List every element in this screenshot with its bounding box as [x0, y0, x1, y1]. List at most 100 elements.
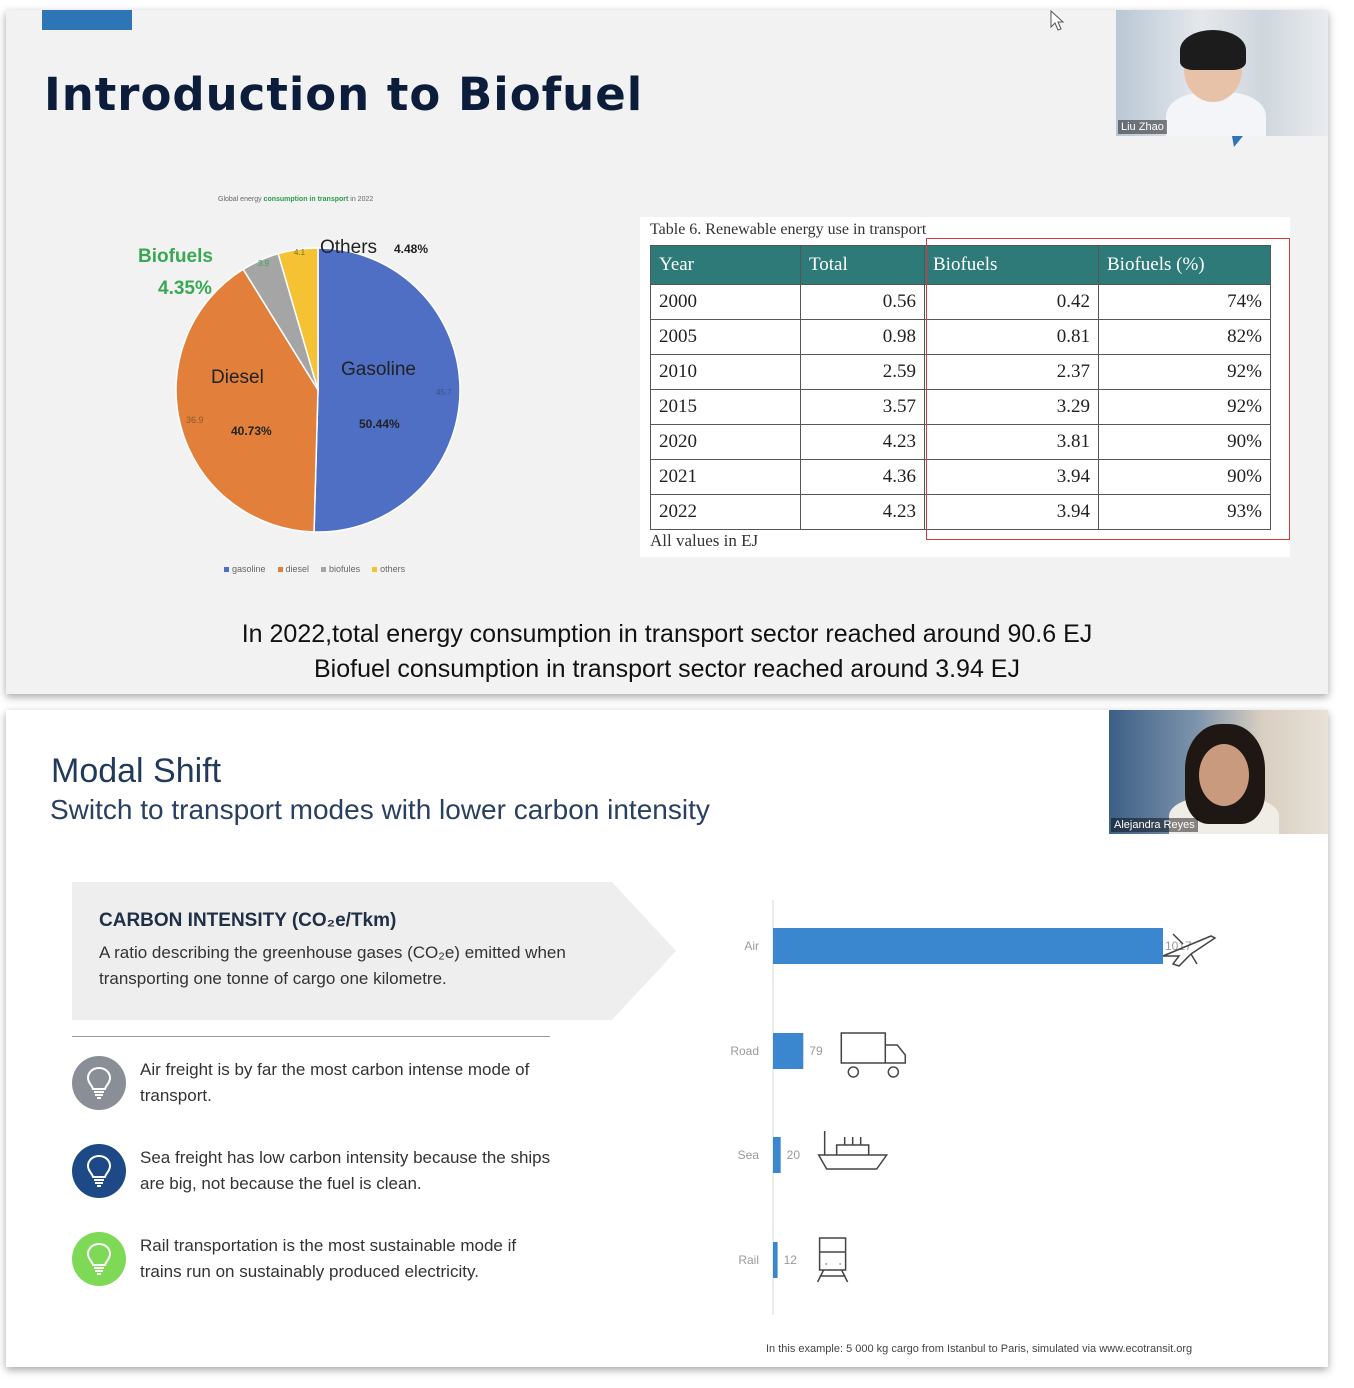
- bar-category-label: Road: [730, 1044, 759, 1058]
- table-row: 2005 0.98 0.81 82%: [650, 319, 1271, 355]
- airplane-icon: [1162, 933, 1217, 967]
- bar-rail: [773, 1242, 778, 1278]
- tip-text: Sea freight has low carbon intensity bec…: [140, 1148, 551, 1193]
- table-header-biofuels: Biofuels: [924, 245, 1099, 285]
- table-cell: 0.98: [800, 319, 925, 355]
- pie-chart-caption: Global energy consumption in transport i…: [218, 196, 374, 203]
- table-cell: 2005: [650, 319, 801, 355]
- legend-item-diesel: diesel: [277, 564, 309, 574]
- webcam-name-label: Alejandra Reyes: [1111, 818, 1198, 832]
- pie-value-biofuels: 3.9: [258, 259, 270, 268]
- highlight-box: [926, 238, 1290, 540]
- bar-sea: [773, 1137, 781, 1173]
- pie-chart: [175, 247, 461, 533]
- pie-value-others: 4.1: [294, 248, 306, 257]
- table-cell: 2022: [650, 494, 801, 530]
- table-caption: Table 6. Renewable energy use in transpo…: [650, 221, 927, 238]
- table-cell: 2020: [650, 424, 801, 460]
- bar-value-label: 1017: [1165, 939, 1192, 953]
- tip-text: Rail transportation is the most sustaina…: [140, 1236, 517, 1281]
- table-cell: 2015: [650, 389, 801, 425]
- pie-value-diesel: 36.9: [186, 415, 204, 425]
- divider: [72, 1036, 550, 1037]
- bar-category-label: Air: [744, 939, 759, 953]
- carbon-intensity-bar-chart: Air 1017 Road 79 Sea 20 Rail 12: [730, 900, 1217, 1315]
- pie-legend: gasoline diesel biofules others: [224, 564, 405, 574]
- bar-road: [773, 1033, 804, 1069]
- legend-item-others: others: [372, 564, 405, 574]
- webcam-name-label: Liu Zhao: [1118, 120, 1167, 134]
- bar-value-label: 79: [809, 1044, 823, 1058]
- table-cell: 4.23: [800, 424, 925, 460]
- lightbulb-icon: [72, 1232, 126, 1286]
- table-note: All values in EJ: [650, 531, 759, 550]
- ship-icon: [817, 1131, 889, 1170]
- pie-label-biofuels: Biofuels: [138, 246, 213, 267]
- lightbulb-icon: [72, 1056, 126, 1110]
- renewable-energy-table: Year Total Biofuels Biofuels (%) 2000 0.5…: [650, 245, 1271, 530]
- slide-title: Modal Shift: [51, 752, 222, 790]
- table-cell: 3.57: [800, 389, 925, 425]
- webcam-tile[interactable]: Alejandra Reyes: [1109, 710, 1328, 834]
- table-header-year: Year: [650, 245, 801, 285]
- table-cell: 2021: [650, 459, 801, 495]
- webcam-tile[interactable]: Liu Zhao: [1116, 10, 1328, 136]
- bar-air: [773, 928, 1163, 964]
- pie-label-biofuels-pct: 4.35%: [158, 278, 212, 299]
- tip-air-freight: Air freight is by far the most carbon in…: [72, 1056, 562, 1112]
- carbon-intensity-definition: A ratio describing the greenhouse gases …: [99, 943, 566, 988]
- pie-slice-gasoline: [313, 247, 461, 533]
- legend-item-gasoline: gasoline: [224, 564, 266, 574]
- tip-sea-freight: Sea freight has low carbon intensity bec…: [72, 1144, 562, 1200]
- table-cell: 2010: [650, 354, 801, 390]
- webcam-person-hair: [1180, 30, 1246, 70]
- bar-value-label: 20: [787, 1148, 801, 1162]
- table-cell: 0.42: [924, 284, 1099, 320]
- carbon-intensity-heading: CARBON INTENSITY (CO₂e/Tkm): [99, 910, 397, 931]
- summary-line-total: In 2022,total energy consumption in tran…: [241, 620, 1093, 648]
- pie-label-others: Others: [320, 237, 378, 258]
- footnote: In this example: 5 000 kg cargo from Ist…: [766, 1343, 1193, 1355]
- table-cell: 0.56: [800, 284, 925, 320]
- slide-introduction-to-biofuel: Introduction to Biofuel Liu Zhao Global …: [6, 10, 1328, 694]
- pie-slice-others: [277, 247, 319, 391]
- table-cell: 3.94: [924, 494, 1099, 530]
- pie-label-gasoline: Gasoline: [341, 359, 416, 380]
- lightbulb-icon: [72, 1144, 126, 1198]
- table-row: 2015 3.57 3.29 92%: [650, 389, 1271, 425]
- pie-label-diesel-pct: 40.73%: [231, 424, 272, 438]
- pie-label-gasoline-pct: 50.44%: [359, 417, 400, 431]
- table-cell: 90%: [1098, 424, 1271, 460]
- table-row: 2022 4.23 3.94 93%: [650, 494, 1271, 530]
- bar-category-label: Sea: [738, 1148, 760, 1162]
- train-icon: [816, 1237, 849, 1283]
- mouse-cursor-icon: [1050, 10, 1065, 31]
- summary-line-biofuel: Biofuel consumption in transport sector …: [314, 655, 1020, 683]
- table-cell: 4.36: [800, 459, 925, 495]
- table-cell: 0.81: [924, 319, 1099, 355]
- table-cell: 2000: [650, 284, 801, 320]
- accent-bar: [42, 10, 132, 30]
- pie-label-others-pct: 4.48%: [394, 242, 429, 256]
- table-cell: 93%: [1098, 494, 1271, 530]
- table-row: 2021 4.36 3.94 90%: [650, 459, 1271, 495]
- table-header-total: Total: [800, 245, 925, 285]
- table-cell: 2.59: [800, 354, 925, 390]
- carbon-intensity-box: [72, 882, 612, 1020]
- tip-text: Air freight is by far the most carbon in…: [140, 1060, 530, 1105]
- pie-slice-diesel: [175, 268, 319, 533]
- slide-title: Introduction to Biofuel: [44, 68, 644, 121]
- pointer-triangle-icon: [1232, 136, 1243, 147]
- slide-modal-shift: Modal Shift Switch to transport modes wi…: [6, 710, 1328, 1367]
- tip-rail: Rail transportation is the most sustaina…: [72, 1232, 562, 1288]
- table-cell: 74%: [1098, 284, 1271, 320]
- webcam-person-face: [1199, 744, 1249, 806]
- table-cell: 4.23: [800, 494, 925, 530]
- table-row: 2000 0.56 0.42 74%: [650, 284, 1271, 320]
- pie-label-diesel: Diesel: [211, 367, 264, 388]
- renewable-energy-table-panel: Table 6. Renewable energy use in transpo…: [640, 217, 1290, 557]
- carbon-intensity-arrow: [612, 882, 676, 1020]
- slide-subtitle: Switch to transport modes with lower car…: [50, 794, 710, 825]
- table-header-biofuels-pct: Biofuels (%): [1098, 245, 1271, 285]
- bar-value-label: 12: [784, 1253, 798, 1267]
